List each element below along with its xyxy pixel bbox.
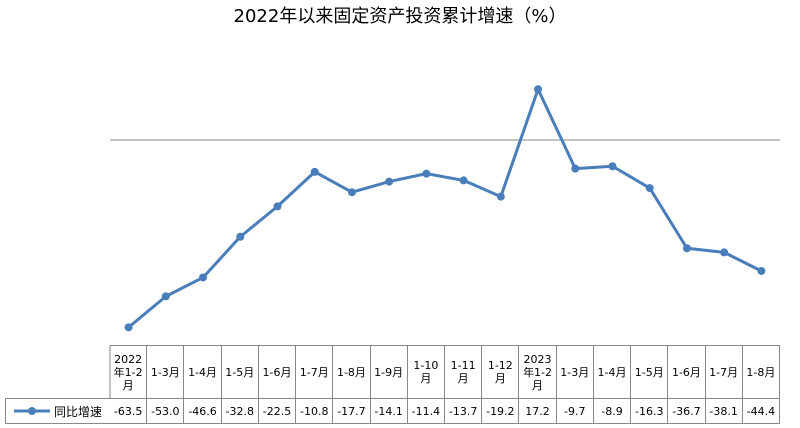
- data-label: -13.7: [445, 398, 483, 424]
- x-tick-label: 1-11月: [445, 345, 483, 398]
- x-tick-label: 2022年1-2月: [110, 345, 148, 398]
- point: [273, 202, 282, 211]
- legend: 同比增速: [5, 398, 110, 424]
- data-label: -19.2: [482, 398, 520, 424]
- point: [310, 167, 319, 176]
- x-tick-label: 1-6月: [668, 345, 706, 398]
- x-tick-label: 1-8月: [742, 345, 780, 398]
- point: [459, 176, 468, 185]
- point: [496, 192, 505, 201]
- point: [757, 266, 766, 275]
- point: [422, 169, 431, 178]
- point: [385, 177, 394, 186]
- x-tick-label: 1-8月: [333, 345, 371, 398]
- x-tick-label: 1-12月: [482, 345, 520, 398]
- x-tick-label: 1-6月: [258, 345, 297, 398]
- point: [534, 85, 543, 94]
- point: [124, 323, 133, 332]
- point: [720, 248, 729, 257]
- data-label: -53.0: [147, 398, 185, 424]
- line: [127, 87, 763, 329]
- point: [571, 164, 580, 173]
- x-tick-label: 1-3月: [147, 345, 185, 398]
- x-tick-label: 2023年1-2月: [519, 345, 557, 398]
- point: [199, 273, 208, 282]
- data-label: -32.8: [221, 398, 259, 424]
- data-label: -44.4: [742, 398, 780, 424]
- x-tick-label: 1-10月: [407, 345, 445, 398]
- point: [236, 232, 245, 241]
- data-label: -46.6: [184, 398, 222, 424]
- data-label: -17.7: [333, 398, 371, 424]
- legend-label: 同比增速: [54, 404, 103, 419]
- data-label: -10.8: [296, 398, 334, 424]
- data-label: -22.5: [258, 398, 297, 424]
- x-tick-label: 1-4月: [593, 345, 632, 398]
- point: [645, 184, 654, 193]
- data-label: -14.1: [370, 398, 408, 424]
- data-label: -36.7: [668, 398, 706, 424]
- data-label: -63.5: [110, 398, 148, 424]
- x-tick-label: 1-7月: [296, 345, 334, 398]
- data-label: -8.9: [593, 398, 632, 424]
- data-label: -11.4: [407, 398, 445, 424]
- point: [347, 188, 356, 197]
- data-label: -38.1: [705, 398, 743, 424]
- point: [608, 162, 617, 171]
- x-tick-label: 1-5月: [221, 345, 259, 398]
- x-tick-label: 1-5月: [631, 345, 669, 398]
- x-tick-label: 1-3月: [556, 345, 594, 398]
- x-tick-label: 1-4月: [184, 345, 222, 398]
- data-label: -16.3: [631, 398, 669, 424]
- data-label: 17.2: [519, 398, 557, 424]
- point: [682, 244, 691, 253]
- x-tick-label: 1-9月: [370, 345, 408, 398]
- data-label: -9.7: [556, 398, 594, 424]
- x-tick-label: 1-7月: [705, 345, 743, 398]
- chart-title: 2022年以来固定资产投资累计增速（%）: [233, 6, 567, 27]
- legend-marker: [28, 407, 36, 415]
- legend-swatch: [14, 407, 50, 415]
- point: [161, 292, 170, 301]
